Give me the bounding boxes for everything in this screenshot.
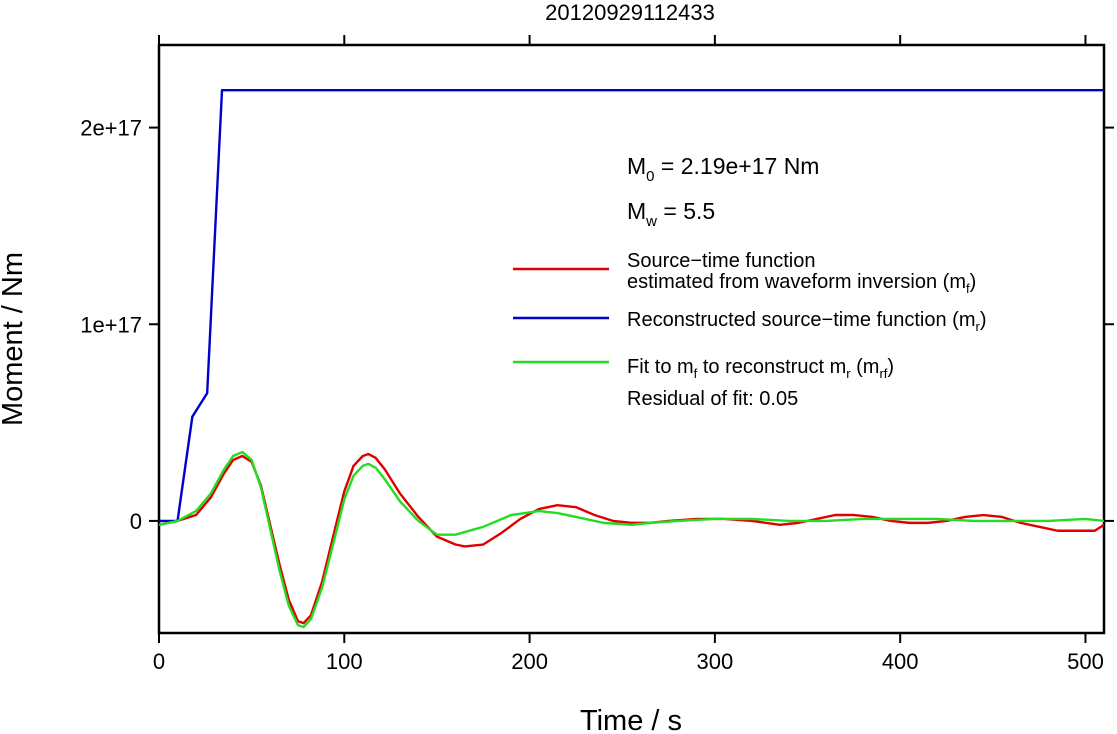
y-tick-label: 2e+17: [80, 116, 142, 141]
legend-item-fit: Fit to mf to reconstruct mr (mrf): [513, 356, 894, 381]
plot-area: [157, 43, 1106, 635]
series-line-source-time-function: [159, 452, 1104, 625]
legend-item-reconstructed: Reconstructed source−time function (mr): [513, 309, 987, 334]
residual-annotation: Residual of fit: 0.05: [627, 388, 798, 410]
x-tick-label: 500: [1067, 649, 1104, 674]
plot-frame: [157, 43, 1106, 635]
x-tick-label: 100: [326, 649, 363, 674]
y-tick-label: 0: [130, 509, 142, 534]
x-axis-title: Time / s: [580, 705, 682, 734]
moment-magnitude-annotation: Mw = 5.5: [627, 198, 715, 230]
legend-label: estimated from waveform inversion (mf): [627, 271, 976, 296]
legend-label: Reconstructed source−time function (mr): [627, 309, 987, 334]
x-tick-label: 400: [882, 649, 919, 674]
series-group: [159, 89, 1104, 629]
y-axis-title: Moment / Nm: [0, 252, 29, 426]
x-tick-label: 0: [153, 649, 165, 674]
legend-label: Source−time function: [627, 250, 815, 272]
series-line-fit: [159, 450, 1104, 629]
legend-label: Fit to mf to reconstruct mr (mrf): [627, 356, 894, 381]
y-tick-label: 1e+17: [80, 312, 142, 337]
x-tick-label: 300: [697, 649, 734, 674]
annotations: M0 = 2.19e+17 Nm Mw = 5.5 Residual of fit:…: [627, 153, 819, 410]
chart-title: 20120929112433: [545, 0, 715, 25]
seismic-moment-annotation: M0 = 2.19e+17 Nm: [627, 153, 819, 185]
axis-ticks: 0 100 200 300 400 500 0 1e+17 2e+17: [80, 35, 1114, 674]
x-tick-label: 200: [511, 649, 548, 674]
